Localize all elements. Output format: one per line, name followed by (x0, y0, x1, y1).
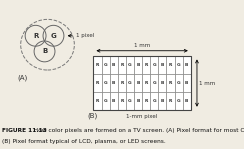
Text: G: G (152, 99, 156, 103)
Text: B: B (136, 99, 140, 103)
Text: R: R (120, 63, 123, 67)
Bar (142, 56, 150, 74)
Text: B: B (185, 99, 188, 103)
Text: B: B (161, 63, 164, 67)
Text: R: R (169, 63, 172, 67)
Text: (A): (A) (18, 74, 28, 81)
Bar (93, 74, 102, 92)
Bar (118, 56, 126, 74)
Text: G: G (152, 63, 156, 67)
Text: B: B (112, 63, 115, 67)
Bar (118, 74, 126, 92)
Bar (166, 74, 174, 92)
Bar (126, 92, 134, 110)
Text: R: R (144, 81, 148, 85)
Bar (158, 56, 166, 74)
Bar (93, 56, 191, 110)
Text: B: B (136, 63, 140, 67)
Bar (93, 92, 102, 110)
Text: G: G (177, 99, 180, 103)
Text: B: B (112, 99, 115, 103)
Text: G: G (177, 81, 180, 85)
Text: R: R (96, 81, 99, 85)
Bar (134, 74, 142, 92)
Text: R: R (120, 99, 123, 103)
Text: R: R (169, 81, 172, 85)
Bar (174, 92, 183, 110)
Text: B: B (42, 48, 47, 54)
Bar (110, 56, 118, 74)
Bar (102, 74, 110, 92)
Text: R: R (169, 99, 172, 103)
Bar (166, 92, 174, 110)
Text: R: R (144, 63, 148, 67)
Bar (158, 92, 166, 110)
Text: B: B (161, 81, 164, 85)
Bar (118, 92, 126, 110)
Text: G: G (104, 99, 107, 103)
Bar (126, 56, 134, 74)
Bar (134, 92, 142, 110)
Bar (174, 74, 183, 92)
Text: G: G (128, 63, 132, 67)
Text: B: B (161, 99, 164, 103)
Text: 1 mm: 1 mm (199, 81, 215, 86)
Text: B: B (136, 81, 140, 85)
Text: 1 mm: 1 mm (134, 43, 150, 48)
Text: B: B (185, 81, 188, 85)
Text: G: G (128, 99, 132, 103)
Bar (183, 56, 191, 74)
Text: G: G (152, 81, 156, 85)
Text: R: R (96, 99, 99, 103)
Bar (110, 74, 118, 92)
Bar (102, 56, 110, 74)
Text: 1 pixel: 1 pixel (76, 33, 94, 38)
Bar (93, 56, 102, 74)
Bar (174, 56, 183, 74)
Text: (B): (B) (88, 113, 98, 119)
Text: B: B (112, 81, 115, 85)
Text: R: R (144, 99, 148, 103)
Bar (183, 74, 191, 92)
Bar (142, 92, 150, 110)
Bar (166, 56, 174, 74)
Text: R: R (96, 63, 99, 67)
Bar (102, 92, 110, 110)
Bar (110, 92, 118, 110)
Bar (150, 56, 158, 74)
Text: B: B (185, 63, 188, 67)
Text: R: R (33, 33, 38, 39)
Bar (183, 92, 191, 110)
Text: (B) Pixel format typical of LCD, plasma, or LED screens.: (B) Pixel format typical of LCD, plasma,… (2, 139, 166, 144)
Text: G: G (104, 81, 107, 85)
Text: R: R (120, 81, 123, 85)
Bar (126, 74, 134, 92)
Text: G: G (128, 81, 132, 85)
Bar (134, 56, 142, 74)
Bar (158, 74, 166, 92)
Bar (150, 74, 158, 92)
Bar (142, 74, 150, 92)
Text: G: G (104, 63, 107, 67)
Text: 1-mm pixel: 1-mm pixel (126, 114, 158, 119)
Text: G: G (177, 63, 180, 67)
Text: FIGURE 11.13: FIGURE 11.13 (2, 128, 47, 133)
Bar (150, 92, 158, 110)
Text: How color pixels are formed on a TV screen. (A) Pixel format for most CRTs.: How color pixels are formed on a TV scre… (28, 128, 244, 133)
Text: G: G (51, 33, 56, 39)
